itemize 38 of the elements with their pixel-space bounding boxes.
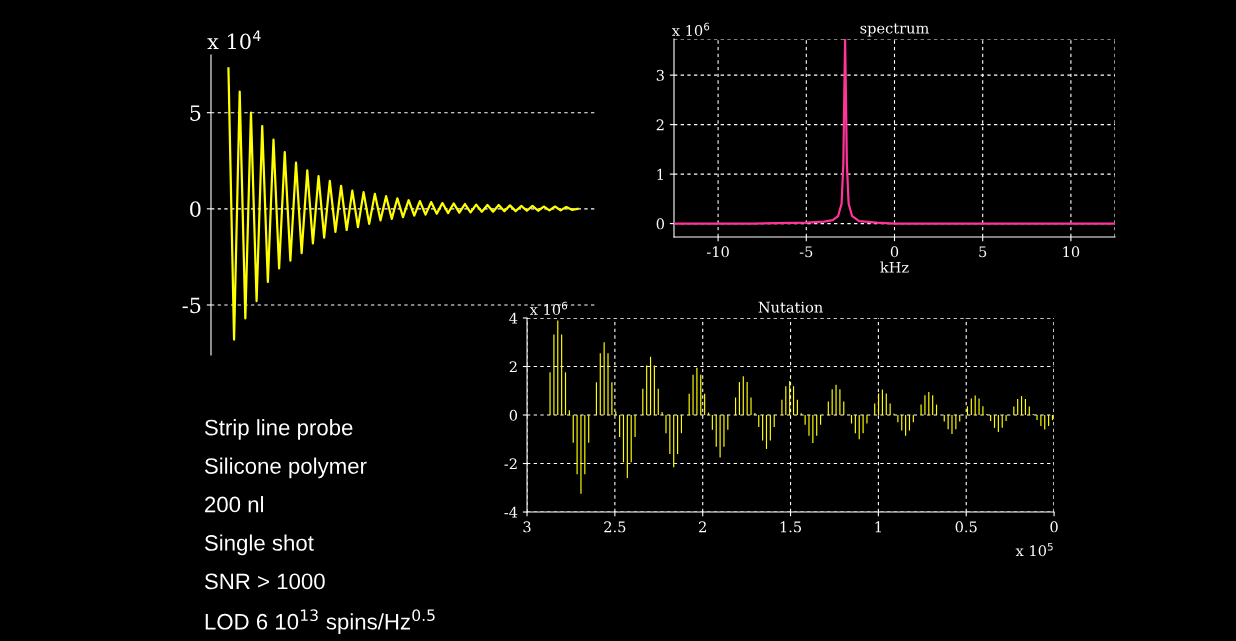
line-series — [227, 67, 579, 341]
x-tick-label: 0.5 — [955, 521, 977, 533]
chart-title: spectrum — [860, 23, 929, 37]
text: x 10$^{5}$ — [1015, 542, 1053, 557]
x-axis-title: kHz — [880, 261, 909, 273]
text: x 10$^{4}$ — [207, 30, 261, 50]
y-tick-label: 4 — [509, 312, 518, 324]
y-tick-label: 1 — [657, 168, 663, 180]
y-tick-label: 2 — [656, 119, 664, 131]
x-tick-label: 0 — [1050, 521, 1058, 533]
y-tick-label: 0 — [190, 201, 201, 218]
y-tick-label: -2 — [504, 458, 517, 470]
y-tick-label: 0 — [656, 218, 664, 230]
annotation: x 10$^{6}$ — [529, 301, 568, 316]
text: Single shot — [204, 534, 314, 556]
text: SNR > 1000 — [204, 573, 325, 590]
text: Strip line probe — [204, 419, 353, 440]
x-tick-label: 5 — [979, 246, 987, 258]
y-tick-label: 2 — [509, 361, 517, 373]
x-tick-label: 2 — [699, 521, 706, 533]
x-tick-label: -10 — [706, 246, 729, 258]
x-tick-label: 3 — [523, 521, 531, 533]
y-tick-label: 5 — [190, 105, 201, 121]
y-tick-label: 3 — [656, 69, 664, 81]
x-tick-label: 2.5 — [604, 521, 626, 533]
x-tick-label: 1.5 — [780, 521, 802, 533]
y-tick-label: 0 — [509, 409, 518, 421]
text: x 10$^{6}$ — [671, 22, 710, 37]
text: LOD 6 10$^{13}$ spins/Hz$^{0.5}$ — [205, 609, 435, 634]
y-tick-label: -5 — [182, 297, 201, 314]
x-tick-label: -5 — [799, 246, 813, 258]
x-tick-label: 1 — [875, 521, 881, 533]
text: 200 nl — [205, 496, 263, 513]
x-tick-label: 0 — [890, 246, 899, 258]
y-tick-label: -4 — [504, 506, 518, 518]
text: Silicone polymer — [204, 457, 367, 479]
x-tick-label: 10 — [1063, 246, 1080, 258]
chart-title: Nutation — [758, 301, 823, 313]
